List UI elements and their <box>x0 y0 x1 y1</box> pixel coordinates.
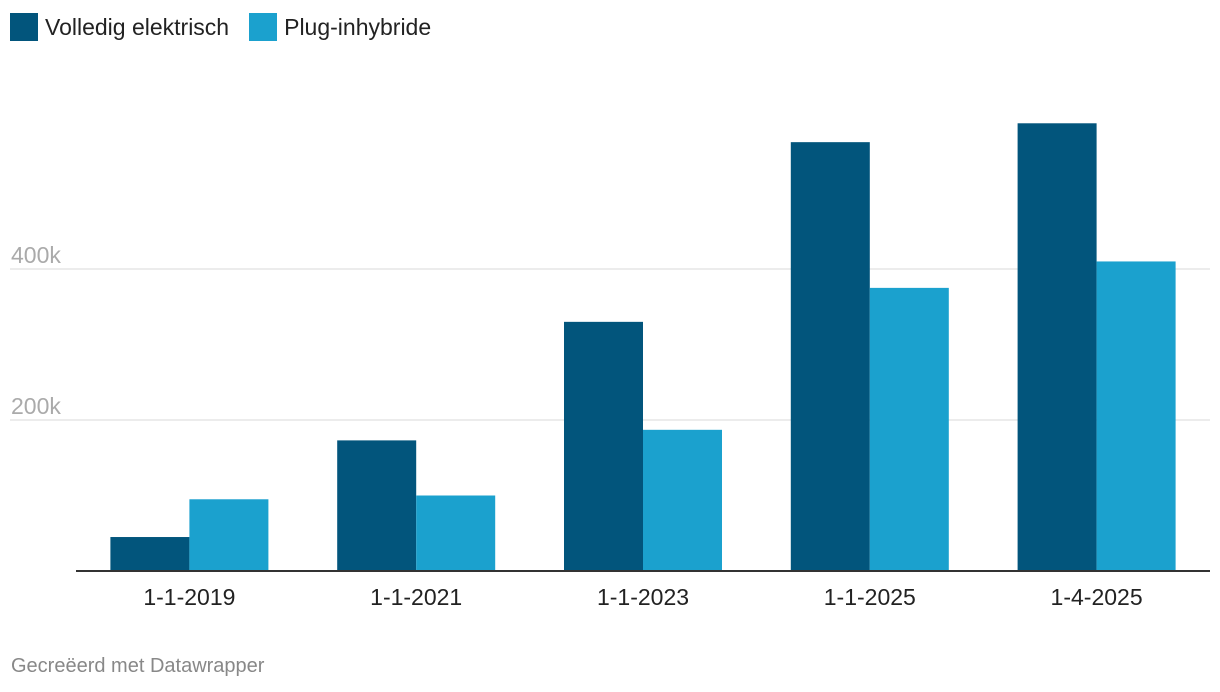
x-tick-label: 1-1-2025 <box>824 584 916 610</box>
bar-plug-inhybride-4 <box>1096 261 1176 571</box>
chart-legend: Volledig elektrisch Plug-inhybride <box>10 13 431 41</box>
footer-credit: Gecreëerd met Datawrapper <box>11 655 265 677</box>
legend-swatch-plug-inhybride <box>249 13 278 41</box>
bar-plug-inhybride-2 <box>643 429 722 571</box>
y-tick-label: 400k <box>11 242 61 268</box>
x-tick-label: 1-1-2023 <box>597 584 689 610</box>
bar-volledig-elektrisch-4 <box>1017 123 1097 571</box>
legend-swatch-volledig-elektrisch <box>10 13 38 41</box>
x-tick-label: 1-4-2025 <box>1051 584 1143 610</box>
bar-volledig-elektrisch-1 <box>337 440 417 571</box>
legend-item-plug-inhybride: Plug-inhybride <box>249 13 431 41</box>
bar-plug-inhybride-3 <box>869 287 949 571</box>
legend-label-plug-inhybride: Plug-inhybride <box>284 14 432 40</box>
bar-volledig-elektrisch-0 <box>110 537 190 571</box>
x-tick-label: 1-1-2019 <box>143 584 235 610</box>
x-tick-label: 1-1-2021 <box>370 584 462 610</box>
legend-item-volledig-elektrisch: Volledig elektrisch <box>10 13 229 41</box>
y-tick-label: 200k <box>11 393 61 419</box>
bar-plug-inhybride-1 <box>416 495 496 571</box>
bar-plug-inhybride-0 <box>189 499 269 571</box>
legend-label-volledig-elektrisch: Volledig elektrisch <box>45 14 230 40</box>
bar-volledig-elektrisch-3 <box>790 142 870 571</box>
bar-volledig-elektrisch-2 <box>564 321 643 571</box>
